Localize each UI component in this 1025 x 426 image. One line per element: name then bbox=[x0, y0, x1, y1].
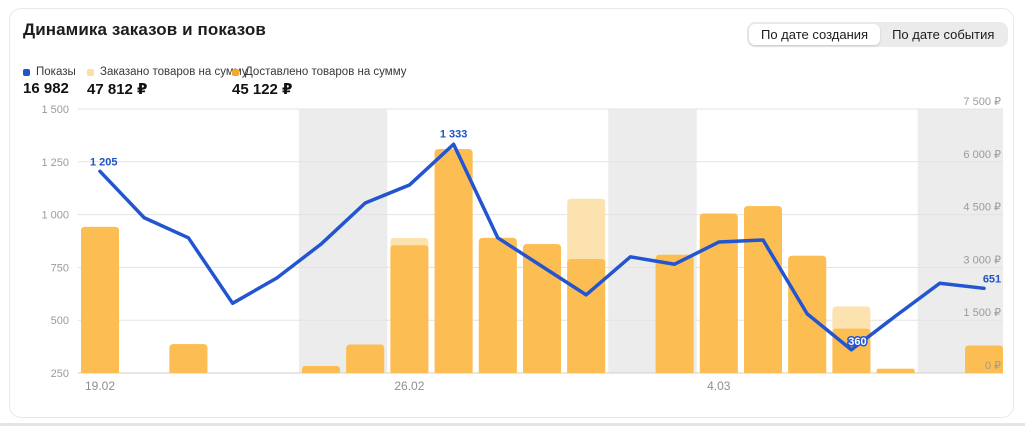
by-creation-date-button[interactable]: По дате создания bbox=[749, 24, 881, 45]
by-event-date-button[interactable]: По дате события bbox=[880, 24, 1006, 45]
right-axis-tick: 1 500 ₽ bbox=[963, 307, 1001, 319]
right-axis-tick: 0 ₽ bbox=[985, 360, 1001, 372]
left-axis-tick: 750 bbox=[51, 262, 69, 274]
orders-shows-dynamics-card: Динамика заказов и показов По дате созда… bbox=[9, 8, 1014, 418]
point-labels: 1 205 1 333 360 651 bbox=[90, 128, 1001, 349]
line-point-label: 651 bbox=[983, 273, 1001, 285]
left-axis-tick: 1 250 bbox=[41, 157, 69, 169]
right-axis-tick: 7 500 ₽ bbox=[963, 96, 1001, 108]
legend-item-label: Доставлено товаров на сумму bbox=[245, 66, 407, 78]
left-axis-tick: 1 000 bbox=[41, 210, 69, 222]
date-mode-segmented-control: По дате создания По дате события bbox=[747, 22, 1009, 47]
ordered-total-value: 47 812 ₽ bbox=[87, 81, 148, 98]
dynamics-chart[interactable]: 1 205 1 333 360 651 250 500 750 1 000 1 250 1 500… bbox=[10, 9, 1013, 417]
x-axis-labels: 19.02 26.02 4.03 bbox=[85, 379, 731, 393]
line-point-label: 1 205 bbox=[90, 156, 118, 168]
x-axis-date-label: 4.03 bbox=[707, 379, 731, 393]
right-axis-tick: 6 000 ₽ bbox=[963, 149, 1001, 161]
delivered-legend-dot-icon bbox=[232, 68, 239, 76]
page-bottom-divider bbox=[0, 423, 1025, 426]
left-axis-tick: 500 bbox=[51, 315, 69, 327]
ordered-legend-dot-icon bbox=[87, 68, 94, 76]
legend-item-label: Показы bbox=[36, 66, 76, 78]
left-axis-tick: 1 500 bbox=[41, 104, 69, 116]
line-point-label: 360 bbox=[848, 336, 866, 348]
legend-item-label: Заказано товаров на сумму bbox=[100, 66, 248, 78]
shows-line bbox=[98, 142, 986, 352]
x-axis-date-label: 19.02 bbox=[85, 379, 115, 393]
legend-item-shows[interactable]: Показы 16 982 bbox=[23, 66, 76, 97]
right-axis-tick: 4 500 ₽ bbox=[963, 202, 1001, 214]
left-axis-labels: 250 500 750 1 000 1 250 1 500 bbox=[41, 104, 69, 380]
right-axis-labels: 0 ₽ 1 500 ₽ 3 000 ₽ 4 500 ₽ 6 000 ₽ 7 500 ₽ bbox=[963, 96, 1001, 372]
delivered-total-value: 45 122 ₽ bbox=[232, 81, 293, 98]
line-point-label: 1 333 bbox=[440, 128, 468, 140]
legend-item-delivered[interactable]: Доставлено товаров на сумму 45 122 ₽ bbox=[232, 66, 407, 98]
legend-item-ordered[interactable]: Заказано товаров на сумму 47 812 ₽ bbox=[87, 66, 248, 98]
shows-total-value: 16 982 bbox=[23, 80, 69, 97]
shows-legend-dot-icon bbox=[23, 68, 30, 76]
x-axis-date-label: 26.02 bbox=[394, 379, 424, 393]
left-axis-tick: 250 bbox=[51, 368, 69, 380]
right-axis-tick: 3 000 ₽ bbox=[963, 254, 1001, 266]
page-title: Динамика заказов и показов bbox=[23, 20, 266, 39]
